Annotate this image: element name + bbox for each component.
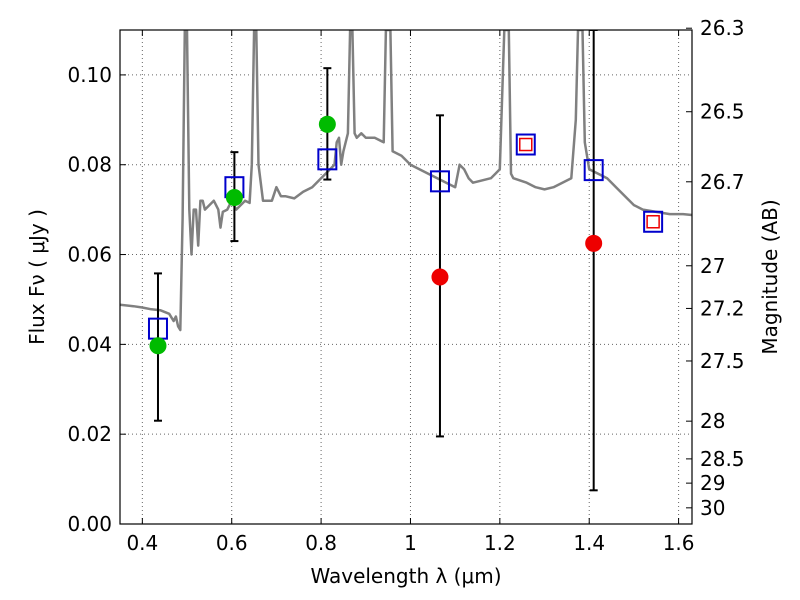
plot-frame [119, 29, 693, 525]
model-flux-box [643, 210, 664, 233]
right-tick-label: 27 [700, 254, 725, 278]
y-tick-label: 0.02 [67, 422, 112, 446]
right-tick-label: 30 [700, 496, 725, 520]
right-tick-label: 29 [700, 471, 725, 495]
axis-ticks: 0.4 0.6 0.8 1 1.2 1.4 1.6 0.00 0.02 0.04 0.06 0.08 0… [67, 16, 744, 555]
right-tick-label: 27.5 [700, 349, 745, 373]
y-tick-label: 0.08 [67, 153, 112, 177]
observed-optical-point [225, 189, 243, 207]
y-tick-label: 0.06 [67, 243, 112, 267]
model-flux-box-inner [646, 215, 660, 229]
observed-nir-point [585, 234, 603, 252]
x-tick-label: 1.2 [484, 531, 516, 555]
grid-lines [120, 30, 692, 525]
right-tick-label: 27.2 [700, 296, 745, 320]
x-tick-label: 0.8 [305, 531, 337, 555]
y-tick-label: 0.10 [67, 63, 112, 87]
model-flux-box [429, 170, 450, 193]
observed-optical-point [318, 115, 336, 133]
right-tick-label: 28.5 [700, 447, 745, 471]
x-tick-label: 1.6 [663, 531, 695, 555]
x-axis-label: Wavelength λ (μm) [310, 564, 501, 588]
y-tick-label: 0.00 [67, 512, 112, 536]
model-flux-box [317, 148, 338, 171]
plot-area [120, 30, 692, 492]
observed-nir-point [431, 268, 449, 286]
right-tick-label: 28 [700, 409, 725, 433]
x-tick-label: 1.4 [573, 531, 605, 555]
x-tick-label: 0.4 [126, 531, 158, 555]
y-tick-label: 0.04 [67, 332, 112, 356]
model-flux-box [583, 159, 604, 182]
observed-optical-point [149, 337, 167, 355]
right-tick-label: 26.3 [700, 16, 745, 40]
x-tick-label: 0.6 [216, 531, 248, 555]
right-tick-label: 26.5 [700, 100, 745, 124]
model-spectrum-line [120, 30, 692, 332]
right-tick-label: 26.7 [700, 170, 745, 194]
y-axis-right-label: Magnitude (AB) [758, 199, 782, 354]
model-flux-box [515, 133, 536, 156]
x-tick-label: 1 [404, 531, 417, 555]
model-flux-box-inner [519, 137, 533, 152]
y-axis-label: Flux Fν ( μJy ) [25, 209, 49, 345]
